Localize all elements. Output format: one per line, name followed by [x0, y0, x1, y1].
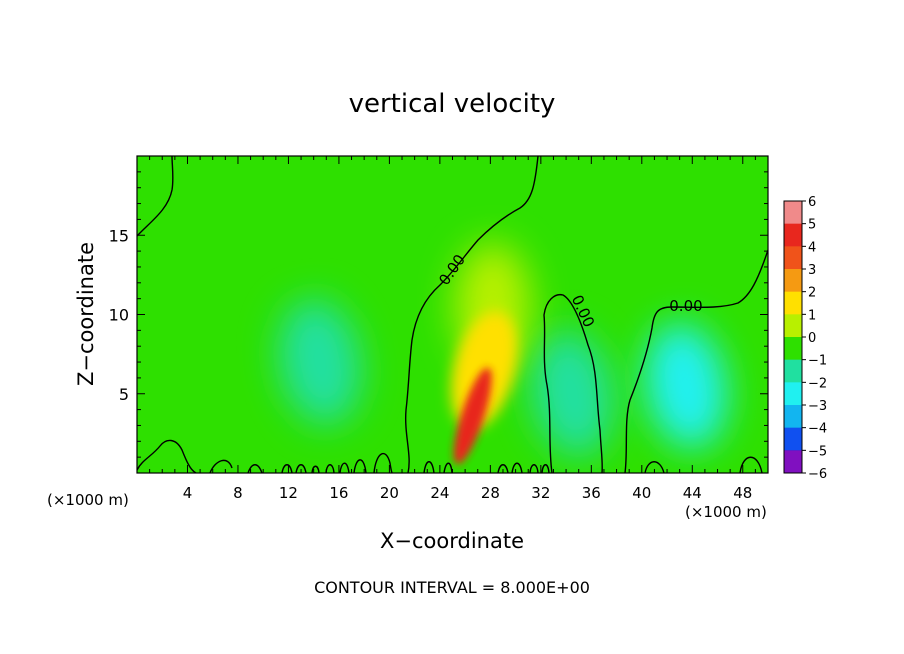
- x-tick-label: 24: [430, 484, 449, 502]
- colorbar-label: −3: [808, 399, 827, 414]
- colorbar-swatch: [784, 359, 802, 383]
- x-tick-label: 16: [329, 484, 348, 502]
- velocity-field: 0.000.00 0.00: [137, 156, 768, 473]
- contour-mid-right: [543, 293, 603, 473]
- x-tick-label: 36: [582, 484, 601, 502]
- colorbar-label: 4: [808, 240, 816, 255]
- x-axis-label: X−coordinate: [380, 529, 524, 553]
- x-tick-label: 4: [183, 484, 193, 502]
- colorbar-swatch: [784, 246, 802, 270]
- colorbar: 6 5 4 3 2 1 0 −1 −2 −3 −4 −5 −6: [783, 195, 827, 482]
- contour-interval-note: CONTOUR INTERVAL = 8.000E+00: [314, 578, 590, 597]
- colorbar-label: 0: [808, 331, 816, 346]
- colorbar-label: −6: [808, 467, 827, 482]
- y-tick-label: 15: [109, 226, 129, 245]
- updraft-core-region: [453, 367, 492, 465]
- colorbar-label: −4: [808, 422, 827, 437]
- y-tick-label: 5: [119, 385, 129, 404]
- zero-contours: [137, 156, 768, 473]
- chart-title: vertical velocity: [349, 89, 556, 119]
- colorbar-label: −1: [808, 354, 827, 369]
- x-tick-label: 48: [733, 484, 752, 502]
- contour-updraft-edge: [404, 156, 539, 473]
- contour-far-right: [624, 249, 768, 473]
- x-unit-left: (×1000 m): [47, 491, 129, 509]
- x-tick-label: 20: [380, 484, 399, 502]
- colorbar-label: 1: [808, 308, 816, 323]
- y-axis: 5 10 15: [109, 171, 768, 458]
- colorbar-swatch: [784, 382, 802, 406]
- colorbar-swatch: [784, 314, 802, 338]
- colorbar-swatch: [784, 427, 802, 451]
- colorbar-swatch: [784, 269, 802, 293]
- colorbar-swatch: [784, 223, 802, 247]
- colorbar-swatch: [784, 201, 802, 225]
- colorbar-label: −2: [808, 376, 827, 391]
- colorbar-swatch: [784, 405, 802, 429]
- colorbar-swatch: [784, 291, 802, 315]
- y-axis-label: Z−coordinate: [74, 242, 98, 386]
- x-tick-label: 8: [233, 484, 243, 502]
- colorbar-swatch: [784, 337, 802, 361]
- colorbar-label: 3: [808, 263, 816, 278]
- colorbar-swatch-bottom: [784, 450, 802, 473]
- x-tick-label: 12: [279, 484, 298, 502]
- x-tick-label: 32: [531, 484, 550, 502]
- colorbar-label: 2: [808, 286, 816, 301]
- downdraft-region: [644, 322, 728, 449]
- contour-surface-wiggles: [137, 439, 763, 473]
- x-axis: 4 8 12 16 20 24 28 32 36 40 44 48: [149, 156, 756, 502]
- y-tick-label: 10: [109, 306, 129, 325]
- colorbar-label: 5: [808, 218, 816, 233]
- contour-left-top: [137, 156, 174, 237]
- x-tick-label: 40: [632, 484, 651, 502]
- colorbar-label: −5: [808, 444, 827, 459]
- x-tick-label: 28: [481, 484, 500, 502]
- colorbar-label: 6: [808, 195, 816, 210]
- contour-label: 0.00: [669, 297, 702, 315]
- x-unit-right: (×1000 m): [685, 503, 767, 521]
- x-tick-label: 44: [683, 484, 702, 502]
- downdraft-region: [278, 299, 362, 425]
